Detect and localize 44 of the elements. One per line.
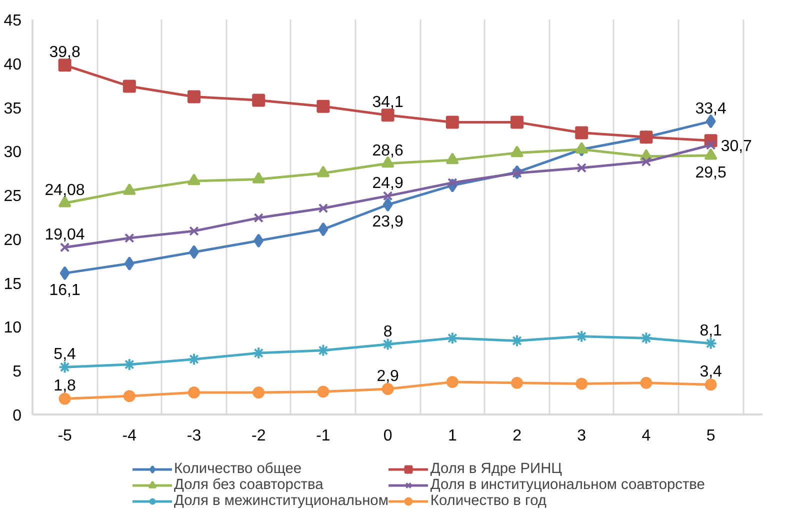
legend-label: Количество общее xyxy=(174,461,302,477)
data-label: 29,5 xyxy=(695,164,726,182)
data-label: 28,6 xyxy=(372,142,404,160)
data-label: 5,4 xyxy=(54,346,76,364)
x-tick-label: -3 xyxy=(186,428,202,444)
x-tick-label: 4 xyxy=(642,428,651,444)
data-label: 39,8 xyxy=(49,44,80,62)
data-label: 1,8 xyxy=(54,378,76,395)
data-label: 24,08 xyxy=(44,182,85,200)
data-label: 23,9 xyxy=(372,214,404,231)
legend-label: Доля в межинституциональном xyxy=(174,493,388,509)
y-tick-label: 5 xyxy=(12,364,22,381)
y-tick-label: 15 xyxy=(4,276,22,293)
x-tick-label: 0 xyxy=(383,428,392,444)
y-tick-label: 25 xyxy=(4,188,22,206)
data-label: 3,4 xyxy=(700,364,722,381)
legend-label: Доля в Ядре РИНЦ xyxy=(430,461,562,477)
data-label: 8,1 xyxy=(700,322,722,340)
data-label: 30,7 xyxy=(720,138,752,156)
y-tick-label: 10 xyxy=(4,320,22,337)
x-tick-label: 3 xyxy=(577,428,586,444)
x-tick-label: -2 xyxy=(251,428,266,444)
legend-label: Доля без соавторства xyxy=(174,477,324,493)
y-tick-label: 40 xyxy=(4,56,22,74)
y-tick-label: 35 xyxy=(4,100,22,118)
data-label: 24,9 xyxy=(372,174,404,192)
data-label: 33,4 xyxy=(695,100,726,118)
x-tick-label: 5 xyxy=(706,428,716,444)
legend-label: Доля в институциональном соавторстве xyxy=(430,477,705,493)
data-label: 34,1 xyxy=(372,94,404,112)
data-label: 16,1 xyxy=(49,282,80,300)
data-label: 19,04 xyxy=(44,226,85,244)
x-tick-label: -1 xyxy=(316,428,330,444)
y-tick-label: 30 xyxy=(4,144,22,162)
y-tick-label: 20 xyxy=(4,232,22,249)
x-tick-label: -4 xyxy=(122,428,137,444)
legend-label: Количество в год xyxy=(430,493,546,509)
y-tick-label: 0 xyxy=(12,408,22,424)
data-label: 2,9 xyxy=(376,368,400,386)
x-tick-label: -5 xyxy=(58,428,72,444)
x-tick-label: 1 xyxy=(448,428,457,444)
data-label: 8 xyxy=(383,323,392,340)
x-tick-label: 2 xyxy=(512,428,522,444)
y-tick-label: 45 xyxy=(4,12,22,30)
